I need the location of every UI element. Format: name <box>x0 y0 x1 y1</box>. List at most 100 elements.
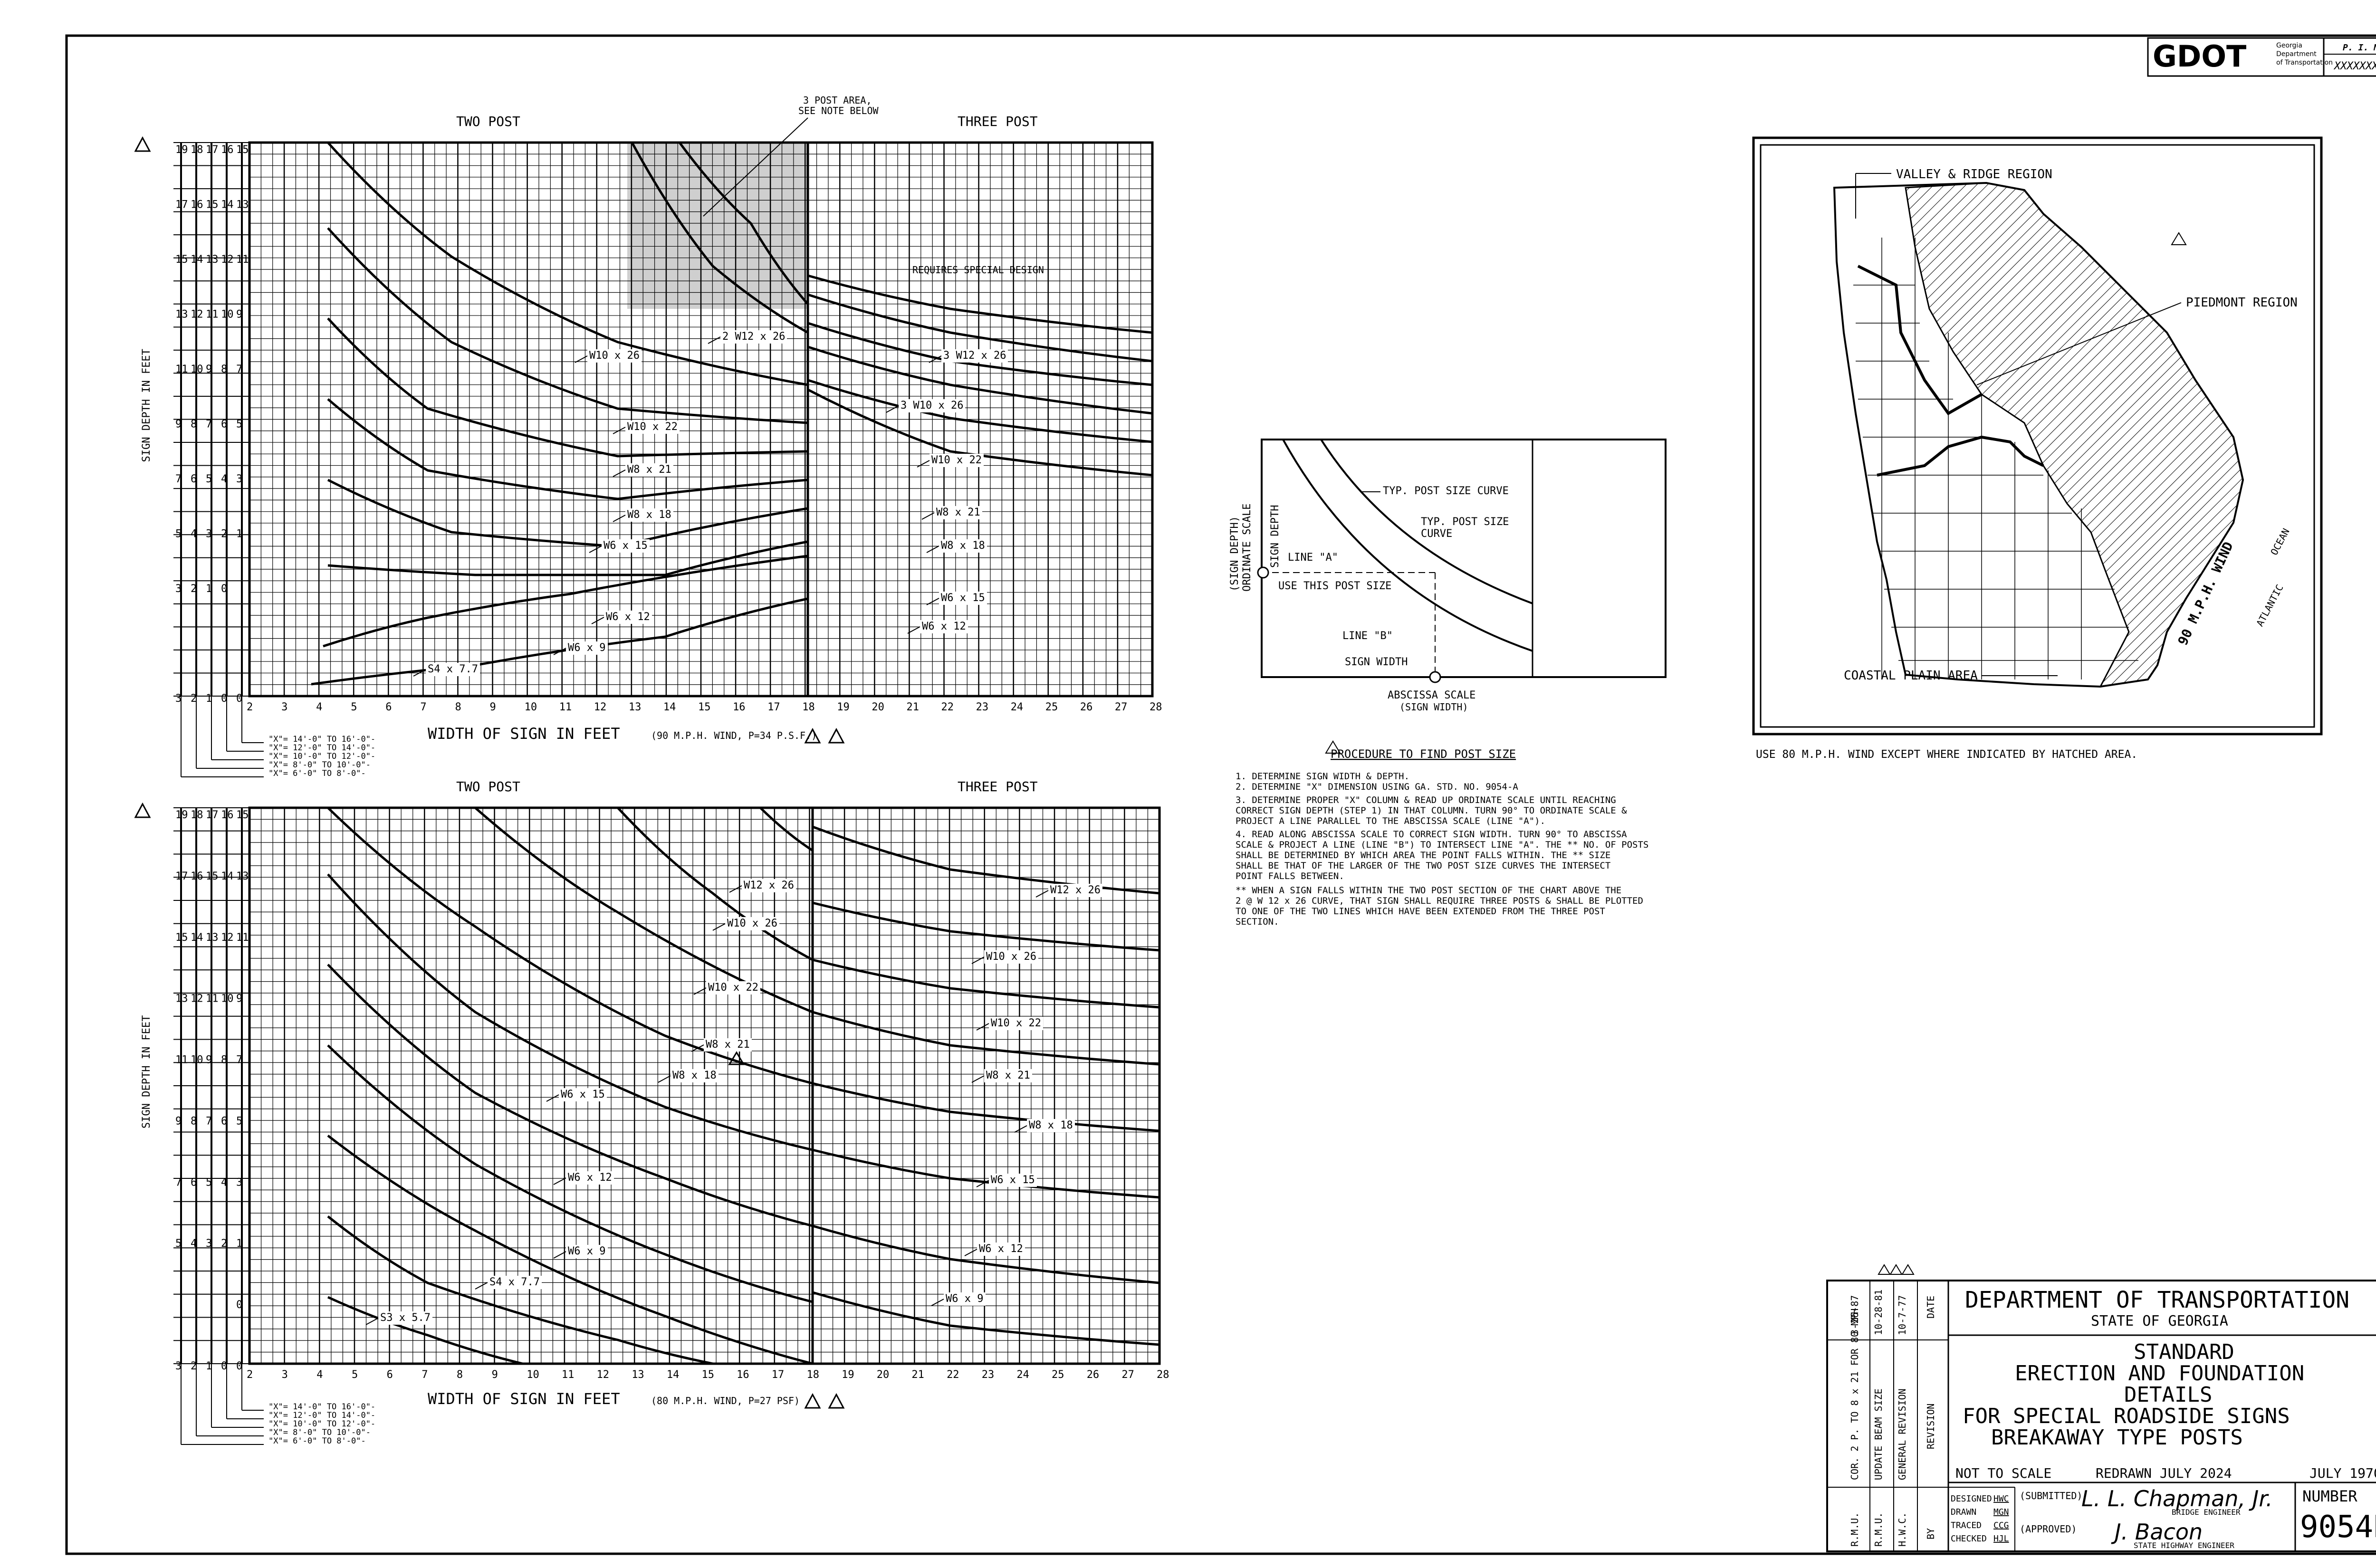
x-tick-label: 13 <box>632 1369 644 1381</box>
drawing-number: 9054B <box>2300 1510 2376 1545</box>
x-tick-label: 23 <box>976 701 989 713</box>
svg-text:CHECKED: CHECKED <box>1951 1534 1987 1544</box>
redrawn-date: REDRAWN JULY 2024 <box>2096 1465 2232 1481</box>
post-size-label: W8 x 21 <box>986 1070 1030 1081</box>
scale-value: 11 <box>175 363 188 375</box>
post-size-label: W8 x 18 <box>672 1070 717 1081</box>
scale-value: 17 <box>206 809 219 821</box>
svg-text:BRIDGE ENGINEER: BRIDGE ENGINEER <box>2172 1508 2241 1517</box>
x-range-label: "X"= 10'-0" TO 12'-0"- <box>268 1419 375 1429</box>
post-size-curve <box>327 1215 713 1365</box>
x-tick-label: 13 <box>629 701 642 713</box>
revision-header: BY <box>1925 1528 1936 1539</box>
post-size-curve <box>617 807 814 961</box>
scale-value: 15 <box>175 932 188 944</box>
x-tick-label: 19 <box>837 701 850 713</box>
procedure-step: SHALL BE DETERMINED BY WHICH AREA THE PO… <box>1236 850 1610 860</box>
scale-value: 13 <box>236 199 249 211</box>
revision-text: UPDATE BEAM SIZE <box>1873 1388 1884 1480</box>
scale-value: 19 <box>175 144 188 156</box>
x-tick-label: 28 <box>1157 1369 1169 1381</box>
x-tick-label: 5 <box>351 701 357 713</box>
procedure-step: 1. DETERMINE SIGN WIDTH & DEPTH. <box>1236 771 1409 782</box>
svg-text:(APPROVED): (APPROVED) <box>2020 1523 2077 1535</box>
svg-text:DETAILS: DETAILS <box>2124 1383 2212 1407</box>
scale-value: 5 <box>175 1238 182 1250</box>
scale-value: 13 <box>236 870 249 882</box>
svg-text:HJL: HJL <box>1993 1534 2009 1544</box>
scale-value: 4 <box>191 528 197 540</box>
post-size-label: W6 x 9 <box>946 1293 983 1305</box>
svg-text:Department: Department <box>2276 50 2317 58</box>
scale-value: 14 <box>221 199 234 211</box>
svg-text:ORDINATE SCALE: ORDINATE SCALE <box>1241 504 1253 592</box>
post-size-label: W6 x 12 <box>979 1243 1023 1255</box>
x-tick-label: 6 <box>387 1369 393 1381</box>
chart-grid <box>249 142 1153 697</box>
revision-text: GENERAL REVISION <box>1897 1388 1908 1480</box>
scale-value: 9 <box>175 419 182 430</box>
scale-value: 0 <box>236 693 242 705</box>
scale-value: 1 <box>236 528 242 540</box>
revision-header: REVISION <box>1925 1404 1936 1449</box>
scale-value: 7 <box>206 419 212 430</box>
scale-value: 15 <box>206 870 219 882</box>
svg-text:ABSCISSA SCALE: ABSCISSA SCALE <box>1388 689 1475 701</box>
post-size-curve <box>327 317 808 458</box>
svg-text:CCG: CCG <box>1993 1520 2009 1530</box>
chart-grid <box>249 807 1160 1364</box>
post-size-label: W8 x 21 <box>706 1039 750 1051</box>
scale-value: 18 <box>191 144 203 156</box>
post-size-curve <box>812 1291 1160 1346</box>
post-size-label: W8 x 18 <box>627 509 671 521</box>
x-tick-label: 5 <box>352 1369 358 1381</box>
post-size-label: S3 x 5.7 <box>380 1312 431 1324</box>
scale-value: 2 <box>191 693 197 705</box>
post-size-label: S4 x 7.7 <box>489 1276 540 1288</box>
post-size-curve <box>759 807 814 852</box>
signature-state-engineer: J. Bacon <box>2111 1519 2203 1545</box>
scale-value: 1 <box>236 1238 242 1250</box>
scale-value: 8 <box>191 1115 197 1127</box>
x-tick-label: 18 <box>806 1369 819 1381</box>
procedure-title: PROCEDURE TO FIND POST SIZE <box>1331 747 1516 761</box>
svg-text:STATE HIGHWAY ENGINEER: STATE HIGHWAY ENGINEER <box>2134 1541 2234 1550</box>
scale-value: 5 <box>206 1176 212 1188</box>
svg-text:ERECTION AND FOUNDATION: ERECTION AND FOUNDATION <box>2015 1361 2304 1386</box>
scale-value: 3 <box>175 583 182 595</box>
x-tick-label: 21 <box>911 1369 924 1381</box>
x-tick-label: 7 <box>420 701 426 713</box>
post-size-curve <box>812 1224 1160 1284</box>
procedure-step: 3. DETERMINE PROPER "X" COLUMN & READ UP… <box>1236 795 1616 805</box>
scale-value: 5 <box>236 1115 242 1127</box>
x-range-label: "X"= 10'-0" TO 12'-0"- <box>268 752 375 761</box>
scale-value: 0 <box>221 1360 227 1372</box>
revision-header: DATE <box>1925 1296 1936 1319</box>
scale-value: 6 <box>191 473 197 485</box>
x-axis-label: WIDTH OF SIGN IN FEET <box>428 725 620 743</box>
scale-value: 6 <box>221 419 227 430</box>
svg-text:FOR SPECIAL ROADSIDE SIGNS: FOR SPECIAL ROADSIDE SIGNS <box>1963 1404 2290 1428</box>
x-axis-label: WIDTH OF SIGN IN FEET <box>428 1390 620 1408</box>
x-tick-label: 14 <box>667 1369 680 1381</box>
scale-value: 14 <box>221 870 234 882</box>
x-tick-label: 28 <box>1150 701 1162 713</box>
scale-value: 6 <box>221 1115 227 1127</box>
svg-text:MGN: MGN <box>1993 1507 2009 1517</box>
post-size-curve <box>327 964 813 1227</box>
scale-value: 18 <box>191 809 203 821</box>
x-tick-label: 26 <box>1080 701 1093 713</box>
scale-value: 9 <box>206 363 212 375</box>
x-tick-label: 27 <box>1115 701 1128 713</box>
svg-text:(SUBMITTED): (SUBMITTED) <box>2020 1490 2082 1501</box>
post-size-curve <box>812 1082 1160 1132</box>
scale-value: 0 <box>221 583 227 595</box>
hatched-wind-area <box>1905 182 2244 688</box>
scale-value: 10 <box>191 1054 203 1066</box>
scale-value: 6 <box>191 1176 197 1188</box>
svg-text:SIGN DEPTH: SIGN DEPTH <box>1269 505 1281 568</box>
post-size-label: W6 x 15 <box>561 1089 605 1100</box>
x-tick-label: 3 <box>282 1369 288 1381</box>
procedure-step: ** WHEN A SIGN FALLS WITHIN THE TWO POST… <box>1236 885 1621 896</box>
